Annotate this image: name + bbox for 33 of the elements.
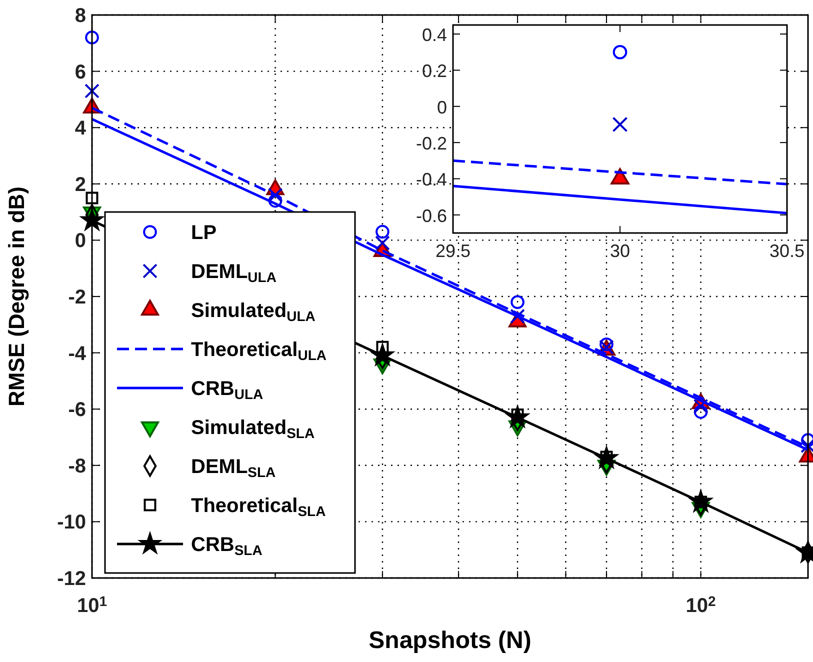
legend-label: Simulated$_{SLA}$ (191, 417, 315, 442)
y-tick-label: -4 (68, 342, 87, 365)
x-tick-label: 10$^{1}$ (76, 592, 108, 617)
y-tick-label: 0.4 (422, 25, 447, 46)
y-tick-label: 8 (74, 5, 86, 27)
y-tick-label: 0 (436, 97, 447, 118)
x-axis-title: Snapshots (N) (368, 627, 532, 654)
y-tick-label: 6 (74, 61, 86, 84)
y-tick-label: -0.6 (416, 206, 447, 226)
legend-label: DEML$_{SLA}$ (191, 456, 276, 480)
y-tick-label: -12 (57, 568, 86, 590)
y-tick-label: -6 (68, 399, 86, 422)
legend-label: Theoretical$_{SLA}$ (191, 495, 326, 520)
legend-label: Theoretical$_{ULA}$ (191, 339, 326, 364)
y-axis-title: RMSE (Degree in dB) (4, 186, 29, 407)
legend-label: DEML$_{ULA}$ (191, 261, 276, 286)
y-tick-label: 2 (74, 174, 86, 196)
y-tick-label: 0 (74, 230, 86, 252)
legend-label: CRB$_{SLA}$ (191, 534, 262, 558)
y-tick-label: 0.2 (422, 61, 447, 82)
x-tick-label: 30 (610, 241, 630, 261)
y-tick-label: -2 (68, 286, 86, 308)
y-tick-label: -10 (57, 512, 86, 534)
x-tick-label: 30.5 (769, 241, 805, 261)
y-tick-label: -8 (68, 455, 86, 478)
legend-label: LP (191, 222, 217, 244)
legend-label: Simulated$_{ULA}$ (191, 300, 316, 324)
y-tick-label: 4 (74, 118, 87, 140)
y-tick-label: -0.2 (416, 134, 447, 154)
legend-label: CRB$_{ULA}$ (191, 378, 264, 402)
x-tick-label: 29.5 (435, 241, 471, 261)
y-tick-label: -0.4 (416, 170, 447, 190)
x-tick-label: 10$^{2}$ (686, 592, 716, 617)
